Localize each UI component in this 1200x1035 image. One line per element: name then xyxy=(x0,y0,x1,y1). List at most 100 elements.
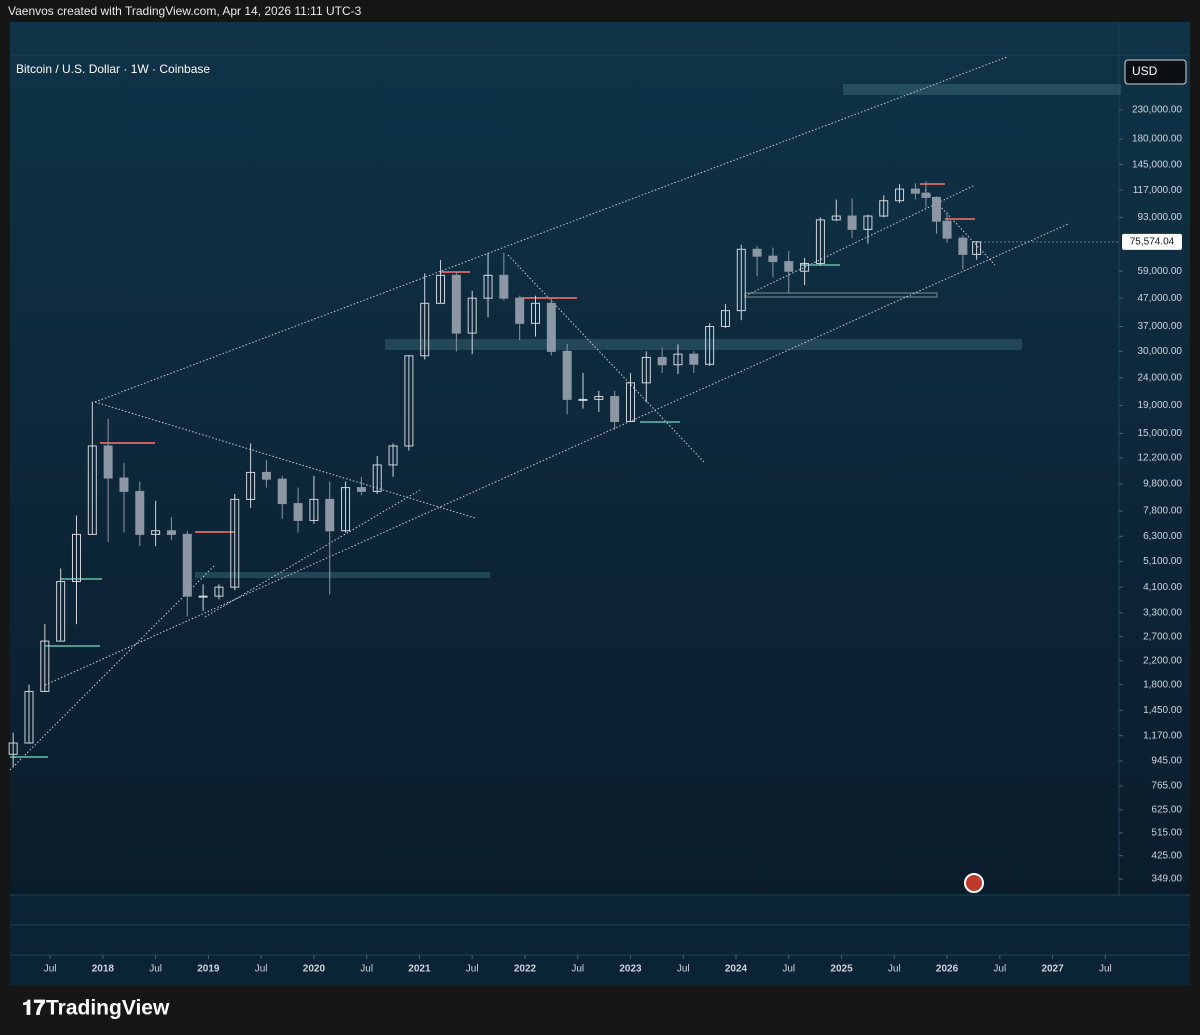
candle-body xyxy=(388,445,398,466)
y-tick-label: 6,300.00 xyxy=(1143,531,1182,542)
event-icon[interactable] xyxy=(964,873,984,893)
y-tick-label: 145,000.00 xyxy=(1132,159,1182,170)
y-tick-label: 7,800.00 xyxy=(1143,506,1182,517)
candle-body xyxy=(942,220,952,239)
candle-body xyxy=(40,640,50,692)
candle-body xyxy=(800,262,810,272)
candle-body xyxy=(657,356,667,366)
candle-body xyxy=(931,196,941,222)
y-tick-label: 1,800.00 xyxy=(1143,679,1182,690)
y-tick-label: 47,000.00 xyxy=(1138,293,1183,304)
x-tick-label: 2022 xyxy=(514,964,537,975)
y-tick-label: 24,000.00 xyxy=(1138,372,1183,383)
logo: TradingView xyxy=(46,997,170,1020)
y-tick-label: 765.00 xyxy=(1151,781,1182,792)
candle-body xyxy=(815,219,825,264)
y-tick-label: 93,000.00 xyxy=(1138,212,1183,223)
candle-body xyxy=(277,478,287,505)
candle-body xyxy=(24,690,34,744)
candle-body xyxy=(784,261,794,272)
candle-body xyxy=(752,248,762,257)
candle-body xyxy=(214,586,224,597)
candle-body xyxy=(356,487,366,492)
x-tick-label: 2020 xyxy=(303,964,326,975)
y-tick-label: 515.00 xyxy=(1151,828,1182,839)
y-tick-label: 3,300.00 xyxy=(1143,608,1182,619)
x-tick-label: 2019 xyxy=(197,964,220,975)
y-tick-label: 180,000.00 xyxy=(1132,134,1182,145)
y-tick-label: 59,000.00 xyxy=(1138,266,1183,277)
trend-line xyxy=(507,254,706,464)
candle-body xyxy=(325,498,335,532)
currency-button[interactable] xyxy=(1124,59,1187,85)
y-tick-label: 230,000.00 xyxy=(1132,105,1182,116)
x-tick-label: 2025 xyxy=(830,964,853,975)
trend-line xyxy=(44,223,1069,686)
candle-body xyxy=(958,237,968,255)
candle-body xyxy=(562,350,572,400)
x-tick-label: 2024 xyxy=(725,964,748,975)
candle-body xyxy=(436,274,446,304)
currency-label[interactable]: USD xyxy=(1132,64,1158,78)
y-tick-label: 625.00 xyxy=(1151,805,1182,816)
candle-body xyxy=(736,248,746,312)
candle-body xyxy=(673,353,683,366)
candle-body xyxy=(483,274,493,299)
x-tick-label: 2023 xyxy=(619,964,642,975)
trend-line xyxy=(744,184,976,297)
y-tick-label: 37,000.00 xyxy=(1138,321,1183,332)
last-price-label: 75,574.04 xyxy=(1130,237,1175,248)
candle-body xyxy=(71,533,81,583)
candle-body xyxy=(863,215,873,230)
header-text: Vaenvos created with TradingView.com, Ap… xyxy=(8,4,362,18)
candle-body xyxy=(182,533,192,597)
candle-body xyxy=(8,742,18,755)
candle-body xyxy=(309,498,319,521)
x-tick-label: Jul xyxy=(44,964,57,975)
candle-body xyxy=(610,395,620,422)
candle-body xyxy=(831,215,841,221)
candle-body xyxy=(847,215,857,230)
candle-body xyxy=(689,353,699,365)
chart-panel xyxy=(10,22,1190,985)
trend-line xyxy=(94,56,1008,403)
candle-body xyxy=(372,464,382,492)
candle-body xyxy=(451,274,461,334)
candle-body xyxy=(87,445,97,535)
candle-body xyxy=(103,445,113,479)
candle-body xyxy=(151,530,161,535)
candle-body xyxy=(246,471,256,500)
y-tick-label: 5,100.00 xyxy=(1143,556,1182,567)
x-tick-label: 2026 xyxy=(936,964,959,975)
candle-body xyxy=(921,192,931,198)
candle-body xyxy=(641,356,651,384)
x-tick-label: Jul xyxy=(993,964,1006,975)
candle-body xyxy=(293,503,303,521)
candle-body xyxy=(166,530,176,535)
x-tick-label: Jul xyxy=(782,964,795,975)
chart-title: Bitcoin / U.S. Dollar · 1W · Coinbase xyxy=(16,62,210,76)
candle-body xyxy=(910,188,920,194)
y-tick-label: 117,000.00 xyxy=(1133,185,1183,196)
x-tick-label: 2021 xyxy=(408,964,431,975)
x-tick-label: Jul xyxy=(677,964,690,975)
zone xyxy=(195,572,490,578)
zone xyxy=(843,84,1121,95)
candle-body xyxy=(56,581,66,642)
logo-mark: 𝟏𝟕 xyxy=(22,997,46,1020)
candle-body xyxy=(135,490,145,535)
lower-pane xyxy=(10,895,1190,985)
candle-body xyxy=(625,382,635,422)
trend-line xyxy=(924,189,996,266)
candle-body xyxy=(119,477,129,492)
candle-body xyxy=(531,302,541,324)
x-tick-label: Jul xyxy=(888,964,901,975)
y-tick-label: 1,170.00 xyxy=(1143,730,1182,741)
x-tick-label: Jul xyxy=(360,964,373,975)
last-price-box xyxy=(1122,233,1182,250)
candle-body xyxy=(467,297,477,334)
x-tick-label: Jul xyxy=(255,964,268,975)
candle-body xyxy=(895,188,905,202)
candle-body xyxy=(515,297,525,324)
